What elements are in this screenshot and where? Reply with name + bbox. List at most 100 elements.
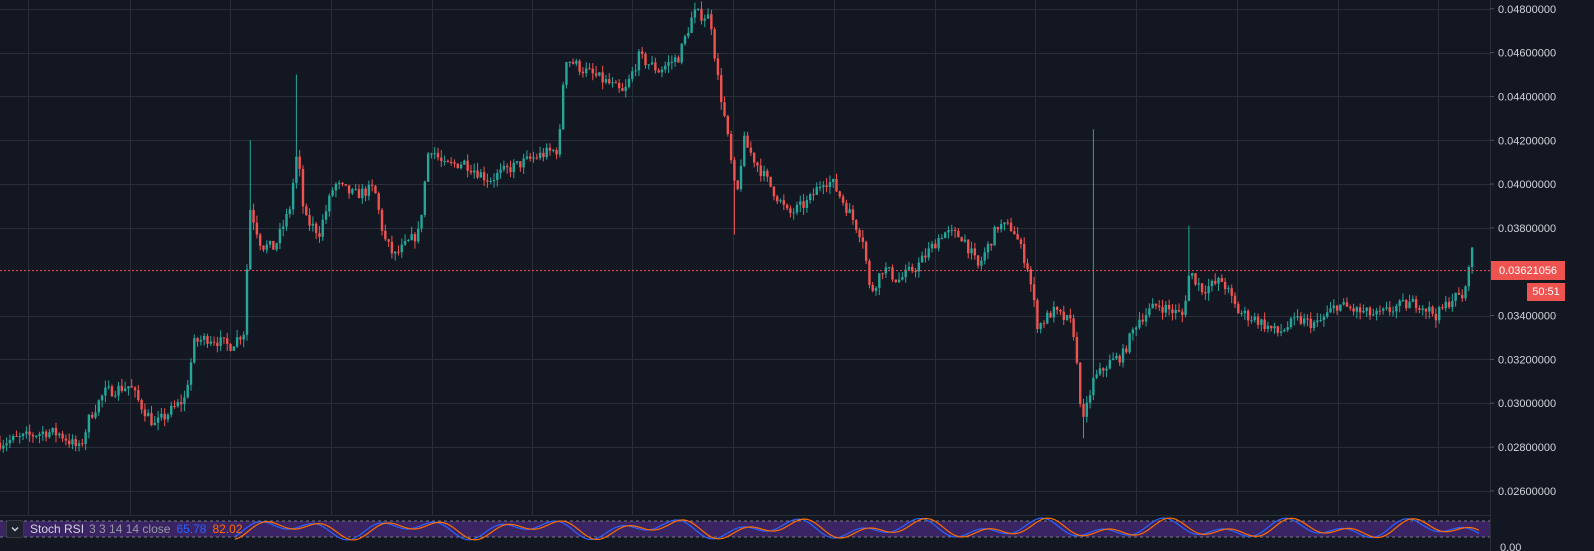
candle-body — [647, 64, 650, 66]
candle-body — [278, 228, 282, 244]
candle-body — [1039, 323, 1042, 329]
candle-body — [828, 182, 832, 188]
candle-body — [930, 243, 934, 249]
price-tick-label: 0.04400000 — [1498, 91, 1556, 103]
candle-body — [1434, 313, 1438, 321]
price-tick-label: 0.04800000 — [1498, 4, 1556, 16]
candle-body — [1405, 300, 1408, 309]
candle-body — [700, 8, 703, 21]
candle-body — [967, 239, 970, 254]
candle-body — [466, 160, 469, 171]
candle-body — [140, 399, 143, 410]
candle-body — [1243, 310, 1247, 314]
candle-body — [578, 60, 581, 72]
candle-body — [1181, 311, 1184, 316]
candle-body — [2, 445, 5, 449]
candle-body — [756, 162, 759, 166]
candle-body — [1381, 308, 1385, 311]
candle-body — [664, 65, 667, 70]
candle-body — [8, 439, 12, 444]
candle-body — [41, 431, 45, 435]
candle-body — [1246, 310, 1250, 321]
candle-body — [1266, 325, 1270, 329]
candle-body — [565, 62, 568, 85]
stoch-rsi-pane — [0, 517, 1490, 541]
candle-body — [479, 172, 483, 178]
candle-body — [621, 88, 624, 91]
candle-body — [1161, 307, 1164, 313]
candle-body — [555, 150, 558, 155]
candle-body — [219, 337, 222, 347]
candle-body — [953, 229, 957, 231]
candle-body — [1260, 319, 1263, 325]
candle-body — [1283, 329, 1286, 332]
candle-body — [196, 338, 199, 342]
candle-body — [509, 167, 512, 173]
candle-body — [453, 162, 456, 164]
candle-body — [631, 71, 634, 79]
candle-body — [331, 190, 334, 196]
candle-body — [446, 160, 450, 163]
chevron-down-icon[interactable] — [6, 520, 24, 538]
candle-body — [212, 341, 216, 343]
candle-body — [1230, 288, 1233, 296]
candle-body — [354, 189, 357, 191]
candle-body — [1467, 266, 1471, 287]
candle-body — [871, 284, 874, 291]
candle-body — [617, 83, 621, 89]
candle-body — [680, 43, 683, 63]
candle-body — [1240, 313, 1243, 315]
candle-body — [525, 156, 529, 159]
candle-body — [496, 173, 499, 180]
candle-body — [35, 436, 38, 438]
price-axis[interactable]: 0.04800000 0.04600000 0.04400000 0.04200000… — [1490, 4, 1556, 551]
candle-body — [624, 86, 627, 91]
candle-body — [608, 79, 611, 84]
candle-body — [229, 344, 232, 351]
candle-body — [1220, 277, 1224, 282]
candle-body — [393, 251, 397, 254]
candle-body — [1398, 300, 1401, 307]
candle-body — [426, 153, 430, 182]
indicator-params: 3 3 14 14 close — [89, 522, 171, 536]
candle-body — [1316, 320, 1319, 323]
candle-body — [268, 240, 272, 245]
candle-body — [1375, 310, 1378, 315]
candle-body — [1352, 308, 1355, 312]
candle-body — [193, 338, 196, 363]
candle-body — [776, 196, 779, 202]
candle-body — [1085, 402, 1088, 417]
price-tick-label: 0.02800000 — [1498, 442, 1556, 454]
candle-body — [81, 443, 84, 445]
candle-body — [667, 62, 670, 66]
candle-body — [581, 71, 585, 74]
candle-body — [443, 160, 446, 162]
candle-body — [769, 176, 772, 187]
candle-body — [558, 129, 562, 155]
candle-body — [861, 237, 865, 242]
grid-lines — [0, 0, 1490, 516]
candle-body — [1372, 314, 1375, 316]
candle-body — [370, 184, 374, 186]
candle-body — [1464, 286, 1467, 299]
candle-body — [1118, 355, 1121, 363]
candle-body — [1329, 308, 1332, 313]
price-tick-label: 0.04000000 — [1498, 179, 1556, 191]
candle-body — [789, 208, 792, 213]
candle-body — [1457, 292, 1461, 295]
candle-body — [104, 387, 107, 396]
candle-body — [499, 169, 502, 174]
candle-body — [1342, 302, 1345, 305]
candle-body — [459, 164, 463, 169]
candle-body — [449, 162, 453, 164]
candle-body — [901, 277, 904, 280]
candle-body — [433, 153, 436, 155]
candle-body — [282, 226, 285, 229]
candle-body — [1401, 300, 1405, 302]
candle-body — [1339, 304, 1342, 311]
candle-body — [1223, 281, 1227, 290]
indicator-name[interactable]: Stoch RSI — [30, 522, 85, 536]
candle-body — [762, 170, 766, 177]
